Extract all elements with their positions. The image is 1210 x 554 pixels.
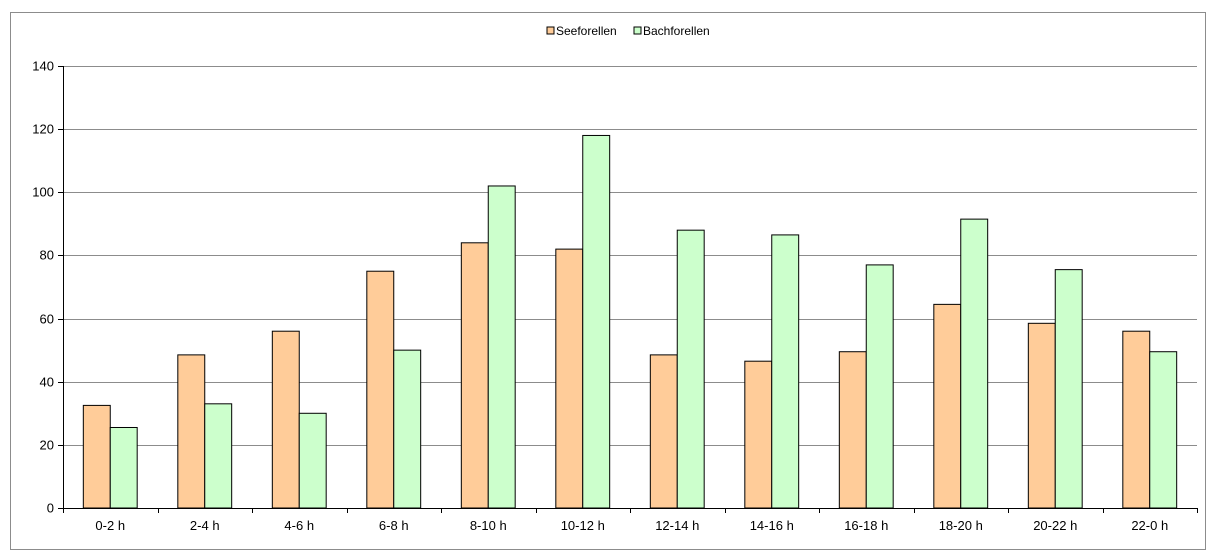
y-tick-label: 140 bbox=[32, 59, 54, 74]
bar-seeforellen-8-10h bbox=[460, 242, 489, 509]
bar-bachforellen-8-10h bbox=[487, 185, 516, 509]
bar-bachforellen-18-20h bbox=[960, 218, 989, 509]
bar-bachforellen-20-22h bbox=[1054, 269, 1083, 509]
y-tick-label: 120 bbox=[32, 122, 54, 137]
bar-seeforellen-6-8h bbox=[366, 270, 395, 509]
legend-swatch-seeforellen bbox=[546, 26, 555, 35]
x-tick-label: 14-16 h bbox=[750, 518, 794, 533]
x-tick-label: 2-4 h bbox=[190, 518, 220, 533]
bar-bachforellen-4-6h bbox=[298, 412, 327, 509]
x-tick-label: 8-10 h bbox=[470, 518, 507, 533]
bar-seeforellen-22-0h bbox=[1122, 330, 1151, 509]
y-tick-label: 60 bbox=[40, 312, 54, 327]
legend: Seeforellen Bachforellen bbox=[546, 24, 710, 38]
legend-label-seeforellen: Seeforellen bbox=[556, 24, 617, 38]
bar-bachforellen-14-16h bbox=[771, 234, 800, 509]
bar-bachforellen-16-18h bbox=[865, 264, 894, 509]
legend-swatch-bachforellen bbox=[633, 26, 642, 35]
gridlines bbox=[63, 66, 1197, 446]
bar-seeforellen-4-6h bbox=[271, 330, 300, 509]
bar-seeforellen-16-18h bbox=[838, 351, 867, 509]
bar-seeforellen-2-4h bbox=[177, 354, 206, 509]
x-tick-label: 12-14 h bbox=[655, 518, 699, 533]
legend-label-bachforellen: Bachforellen bbox=[643, 24, 710, 38]
x-tick-label: 10-12 h bbox=[561, 518, 605, 533]
bar-seeforellen-10-12h bbox=[555, 248, 584, 509]
bar-bachforellen-2-4h bbox=[204, 403, 233, 509]
bar-seeforellen-12-14h bbox=[649, 354, 678, 509]
y-tick-label: 40 bbox=[40, 375, 54, 390]
bars bbox=[82, 134, 1178, 509]
bar-seeforellen-14-16h bbox=[744, 360, 773, 509]
x-tick-label: 16-18 h bbox=[844, 518, 888, 533]
y-tick-label: 20 bbox=[40, 438, 54, 453]
x-tick-label: 4-6 h bbox=[284, 518, 314, 533]
x-tick-label: 18-20 h bbox=[939, 518, 983, 533]
bar-bachforellen-6-8h bbox=[393, 349, 422, 509]
x-tick-label: 0-2 h bbox=[95, 518, 125, 533]
y-tick-label: 80 bbox=[40, 248, 54, 263]
bar-bachforellen-22-0h bbox=[1149, 351, 1178, 509]
y-tick-label: 100 bbox=[32, 185, 54, 200]
bar-bachforellen-10-12h bbox=[582, 134, 611, 509]
x-tick-label: 22-0 h bbox=[1131, 518, 1168, 533]
y-tick-label: 0 bbox=[47, 501, 54, 516]
axes: 0 20 40 60 80 100 120 140 0-2 h 2-4 h 4-6 h 6-8 h 8-… bbox=[32, 59, 1198, 533]
x-tick-label: 20-22 h bbox=[1033, 518, 1077, 533]
bar-seeforellen-18-20h bbox=[933, 303, 962, 509]
bar-seeforellen-20-22h bbox=[1027, 322, 1056, 509]
x-tick-label: 6-8 h bbox=[379, 518, 409, 533]
bar-bachforellen-12-14h bbox=[676, 229, 705, 509]
bar-seeforellen-0-2h bbox=[82, 404, 111, 509]
bar-bachforellen-0-2h bbox=[109, 426, 138, 509]
